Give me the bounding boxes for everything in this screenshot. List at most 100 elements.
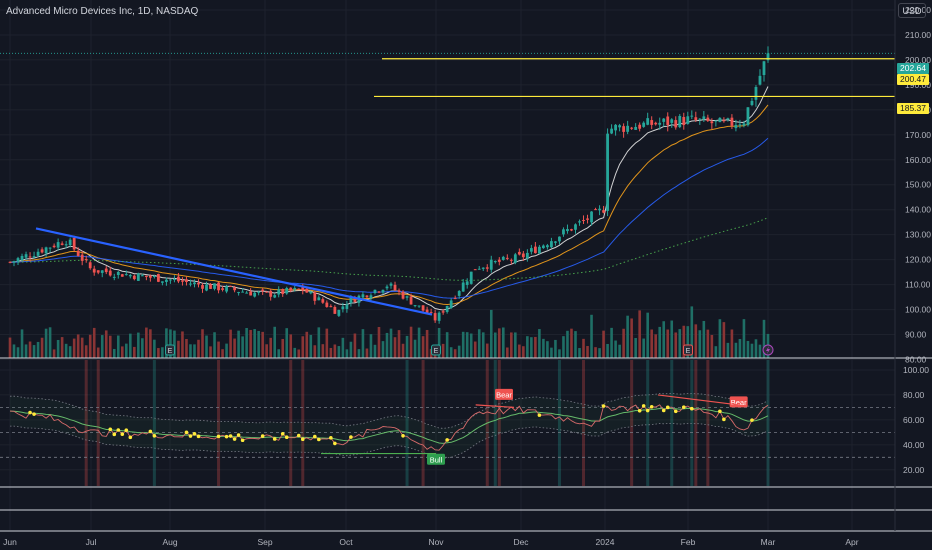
candle-body <box>586 218 589 220</box>
volume-bar <box>582 338 585 358</box>
candle-body <box>108 270 112 276</box>
volume-bar <box>570 328 573 358</box>
candle-body <box>229 285 232 287</box>
candle-body <box>529 248 533 252</box>
candle-body <box>345 304 349 309</box>
currency-button[interactable]: USD <box>898 3 926 18</box>
crossover-dot <box>750 418 754 422</box>
volume-bar <box>245 327 248 358</box>
candle-body <box>144 275 148 277</box>
volume-bar <box>614 340 617 358</box>
time-tick-label: Nov <box>428 537 444 547</box>
volume-bar <box>249 329 252 358</box>
grid <box>0 0 895 530</box>
candle-body <box>738 124 742 126</box>
candle-body <box>325 302 329 307</box>
volume-bar <box>421 336 425 358</box>
volume-bar <box>718 319 722 358</box>
candle-body <box>285 288 289 294</box>
candle-body <box>746 107 750 126</box>
volume-bar <box>754 339 758 358</box>
candle-body <box>112 276 116 278</box>
volume-bar <box>469 333 473 358</box>
candle-body <box>44 247 48 254</box>
volume-bar <box>518 344 521 358</box>
candle-body <box>758 75 762 85</box>
candle-body <box>441 311 445 313</box>
candle-body <box>36 251 40 256</box>
candle-body <box>128 274 132 277</box>
volume-bar <box>209 346 212 358</box>
volume-bar <box>622 328 625 358</box>
signal-bar <box>493 360 497 486</box>
signal-bar <box>497 360 501 486</box>
crossover-dot <box>196 434 201 439</box>
candle-body <box>566 229 569 232</box>
candle-body <box>682 116 686 126</box>
candle-body <box>32 256 36 258</box>
bear-divergence-line <box>657 394 739 406</box>
crossover-dot <box>401 433 405 438</box>
price-tick-label: 90.00 <box>905 330 927 340</box>
divergence-badge <box>495 388 513 400</box>
volume-bar <box>485 343 489 358</box>
volume-bar <box>373 344 377 358</box>
candle-body <box>265 291 269 293</box>
earnings-icon-letter: E <box>168 348 173 355</box>
volume-bar <box>630 318 633 358</box>
candle-body <box>497 259 501 262</box>
volume-bar <box>437 327 441 358</box>
crossover-dot <box>601 404 606 408</box>
candle-body <box>100 270 104 273</box>
crossover-dot <box>240 438 245 443</box>
volume-bar <box>229 329 232 358</box>
volume-bar <box>762 319 766 358</box>
volume-bar <box>369 334 373 358</box>
candle-body <box>493 260 497 263</box>
volume-bar <box>365 348 369 358</box>
candle-body <box>429 312 433 314</box>
price-tick-label: 200.00 <box>905 55 931 65</box>
volume-bar <box>461 331 465 358</box>
rsi-tick-label: 20.00 <box>903 465 925 475</box>
candle-body <box>56 242 60 248</box>
candle-body <box>72 237 76 250</box>
volume-bar <box>24 344 28 358</box>
volume-bar <box>638 310 641 358</box>
crossover-dot <box>216 434 221 439</box>
candle-body <box>638 124 642 129</box>
candle-body <box>678 115 682 128</box>
signal-bar <box>630 360 634 486</box>
volume-bar <box>185 338 188 358</box>
volume-bar <box>618 344 621 358</box>
candle-body <box>582 220 585 222</box>
signal-bar <box>646 360 650 486</box>
candle-body <box>562 229 565 235</box>
candle-body <box>718 117 722 123</box>
candle-body <box>594 209 597 211</box>
candle-body <box>48 247 52 249</box>
crossover-dot <box>718 409 722 414</box>
candle-body <box>710 121 714 124</box>
rsi-line <box>9 404 769 451</box>
volume-bar <box>678 329 682 358</box>
candle-body <box>513 254 517 263</box>
crossover-dot <box>128 435 133 440</box>
candle-body <box>465 281 469 285</box>
candle-body <box>550 241 553 248</box>
volume-bar <box>522 346 525 358</box>
volume-bar <box>88 334 92 358</box>
volume-bar <box>574 331 577 358</box>
crossover-dot <box>665 405 670 410</box>
volume-bar <box>361 329 365 358</box>
rsi-pane: Bull Bear Bear <box>0 388 895 465</box>
candle-body <box>622 126 626 132</box>
volume-bar <box>594 347 597 358</box>
candle-body <box>702 116 706 120</box>
volume-bar <box>425 329 429 358</box>
candle-body <box>269 290 273 297</box>
volume-bar <box>133 346 136 358</box>
volume-bar <box>510 332 513 358</box>
candle-body <box>377 291 381 293</box>
